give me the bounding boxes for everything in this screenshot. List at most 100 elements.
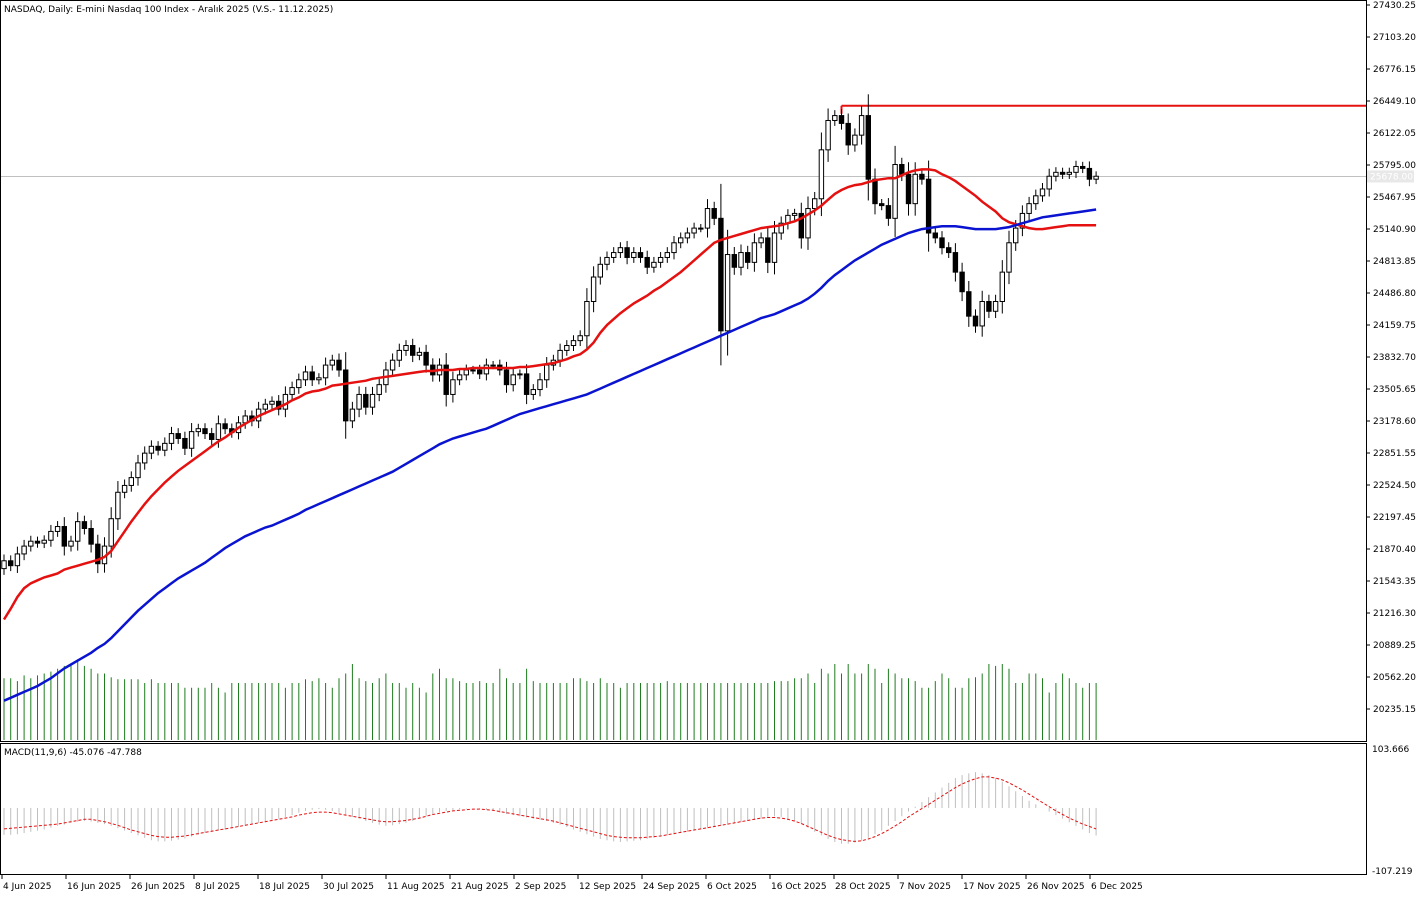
date-tick-label: 7 Nov 2025: [899, 882, 951, 892]
bear-candle: [905, 173, 912, 205]
bull-candle: [108, 518, 114, 547]
bear-candle: [932, 232, 938, 239]
bull-candle: [912, 173, 918, 205]
bull-candle: [403, 345, 409, 351]
bull-candle: [148, 445, 155, 454]
bear-candle: [363, 393, 369, 408]
bull-candle: [289, 387, 295, 395]
bull-candle: [68, 540, 74, 547]
bull-candle: [691, 227, 697, 234]
bear-candle: [644, 256, 650, 268]
bull-candle: [510, 374, 516, 386]
price-tick-label: 23178.60: [1373, 417, 1416, 427]
bear-candle: [523, 373, 530, 395]
bull-candle: [396, 349, 403, 361]
bull-candle: [597, 263, 603, 278]
bull-candle: [1033, 195, 1039, 205]
bull-candle: [584, 300, 590, 337]
bear-candle: [443, 364, 449, 395]
bull-candle: [631, 252, 637, 258]
bull-candle: [269, 400, 275, 405]
macd-label: MACD(11,9,6) -45.076 -47.788: [4, 748, 142, 758]
price-tick-label: 22524.50: [1373, 481, 1416, 491]
bear-candle: [872, 178, 878, 205]
ma-fast-line: [2, 168, 1097, 621]
bear-candle: [899, 164, 905, 175]
date-tick-label: 11 Aug 2025: [387, 882, 445, 892]
date-tick-label: 2 Sep 2025: [515, 882, 566, 892]
price-tick-label: 22197.45: [1373, 513, 1416, 523]
bull-candle: [28, 540, 34, 547]
date-tick-label: 4 Jun 2025: [3, 882, 51, 892]
bear-candle: [865, 115, 871, 180]
bull-candle: [671, 242, 677, 254]
bull-candle: [517, 373, 523, 376]
price-tick-label: 25467.95: [1373, 193, 1416, 203]
bear-candle: [182, 437, 188, 449]
bull-candle: [188, 431, 195, 449]
bear-candle: [34, 540, 41, 544]
date-axis: 4 Jun 2025 16 Jun 2025 26 Jun 2025 8 Jul 20…: [1, 875, 1143, 892]
bull-candle: [758, 237, 764, 244]
bull-candle: [369, 393, 376, 408]
date-tick-label: 26 Jun 2025: [131, 882, 185, 892]
bear-candle: [925, 178, 932, 234]
date-tick-label: 6 Oct 2025: [707, 882, 757, 892]
bull-candle: [825, 119, 831, 151]
bull-candle: [684, 232, 691, 239]
bear-candle: [336, 359, 342, 371]
price-tick-label: 25795.00: [1373, 161, 1416, 171]
bull-candle: [14, 553, 21, 567]
bull-candle: [590, 276, 597, 302]
date-tick-label: 26 Nov 2025: [1027, 882, 1085, 892]
bull-candle: [664, 252, 670, 258]
bull-candle: [1093, 175, 1099, 180]
bear-candle: [410, 345, 416, 356]
bear-candle: [202, 428, 208, 435]
bull-candle: [142, 452, 148, 464]
bull-candle: [1013, 227, 1019, 244]
bear-candle: [845, 122, 851, 146]
date-tick-label: 8 Jul 2025: [195, 882, 240, 892]
bear-candle: [718, 217, 724, 332]
bear-candle: [946, 247, 952, 254]
macd-panel: [3, 772, 1097, 844]
bull-candle: [778, 222, 784, 234]
price-tick-label: 24813.85: [1373, 257, 1416, 267]
bear-candle: [209, 433, 215, 440]
bear-candle: [222, 423, 228, 430]
bull-candle: [168, 433, 175, 444]
bear-candle: [885, 205, 892, 219]
macd-top-label: 103.666: [1372, 745, 1409, 755]
bull-candle: [115, 491, 121, 520]
bear-candle: [637, 252, 644, 258]
bull-candle: [852, 134, 858, 146]
bear-candle: [1059, 171, 1066, 175]
bear-candle: [309, 371, 315, 381]
bull-candle: [1, 560, 7, 570]
bull-candle: [564, 345, 570, 351]
bull-candle: [302, 371, 309, 381]
bear-candle: [1086, 167, 1093, 180]
bull-candle: [698, 227, 704, 230]
bear-candle: [503, 369, 510, 386]
bear-candle: [624, 247, 630, 258]
bear-candle: [959, 271, 965, 293]
bear-candle: [972, 315, 979, 327]
bull-candle: [483, 364, 490, 375]
price-tick-label: 20889.25: [1373, 641, 1416, 651]
bull-candle: [812, 198, 818, 210]
bull-candle: [530, 389, 536, 395]
bear-candle: [423, 351, 429, 366]
bull-candle: [54, 526, 61, 532]
bull-candle: [704, 208, 711, 229]
date-tick-label: 12 Sep 2025: [579, 882, 636, 892]
bull-candle: [570, 340, 577, 347]
price-tick-label: 21216.30: [1373, 609, 1416, 619]
bear-candle: [8, 560, 14, 567]
date-tick-label: 24 Sep 2025: [643, 882, 700, 892]
bull-candle: [832, 115, 838, 121]
bear-candle: [879, 203, 885, 207]
bull-candle: [135, 462, 141, 479]
